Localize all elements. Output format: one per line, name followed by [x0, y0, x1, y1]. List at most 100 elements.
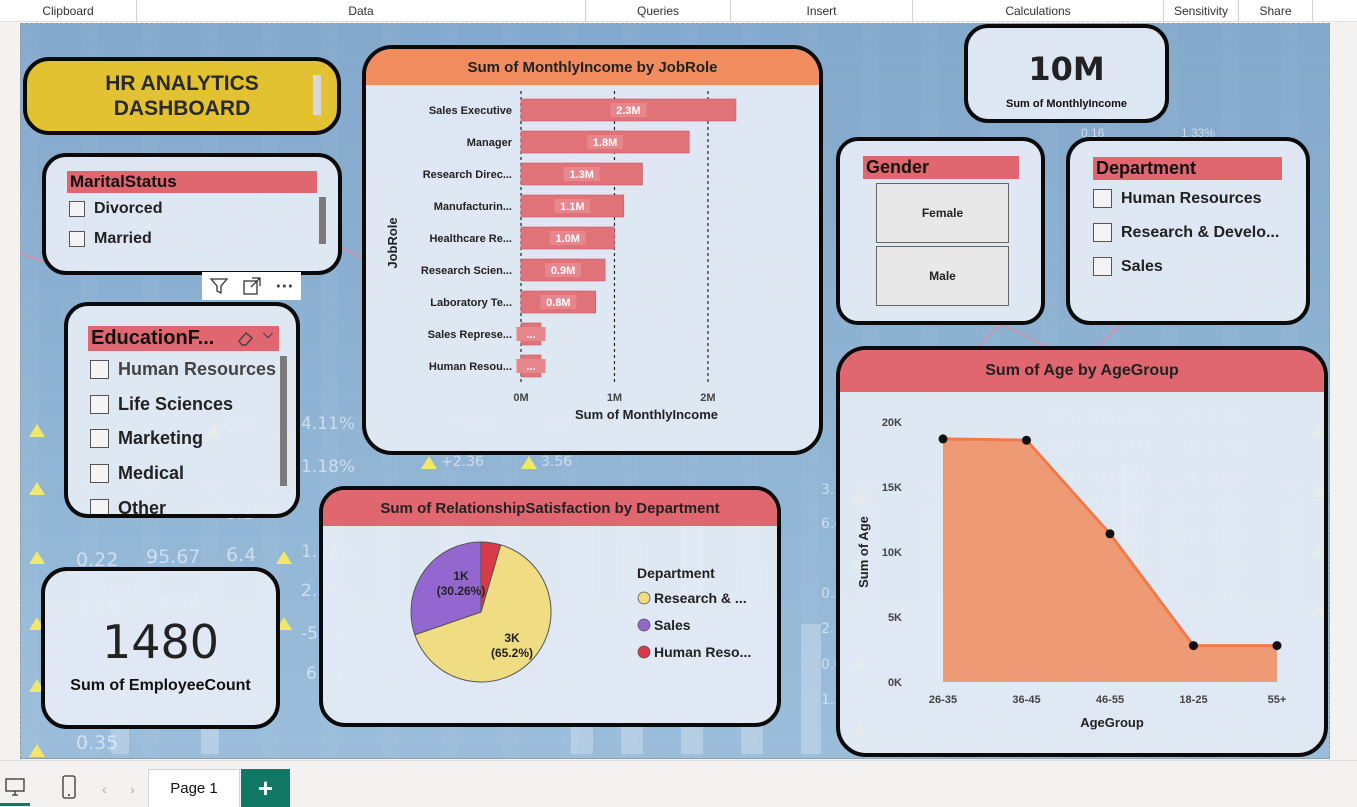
checkbox[interactable] — [1093, 223, 1112, 242]
x-tick-label: 18-25 — [1179, 694, 1207, 706]
slicer-tile-male[interactable]: Male — [876, 246, 1009, 306]
employee-count-card: 1480 Sum of EmployeeCount — [41, 567, 280, 729]
visual-header-toolbar: ⋯ — [202, 272, 301, 300]
filter-icon[interactable] — [209, 276, 229, 296]
mobile-view-icon[interactable] — [61, 774, 77, 800]
slicer-item-other[interactable]: Other — [90, 498, 166, 514]
checkbox[interactable] — [1093, 189, 1112, 208]
checkbox[interactable] — [90, 499, 109, 514]
slicer-item-label: Human Resources — [118, 359, 277, 379]
checkbox[interactable] — [69, 231, 85, 247]
tab-page-1[interactable]: Page 1 — [148, 769, 240, 807]
checkbox[interactable] — [69, 201, 85, 217]
ribbon-group-share[interactable]: Share — [1239, 0, 1313, 22]
data-label-bg — [540, 295, 577, 309]
data-point — [938, 434, 948, 444]
x-tick-label: 1M — [607, 392, 622, 404]
ribbon-group-clipboard[interactable]: Clipboard — [0, 0, 137, 22]
data-point — [1022, 435, 1031, 445]
slicer-item-medical[interactable]: Medical — [90, 463, 184, 484]
data-label: 0.9M — [551, 265, 575, 277]
chevron-down-icon[interactable]: ⌵ — [263, 326, 273, 341]
checkbox[interactable] — [1093, 257, 1112, 276]
legend-item: Human Reso... — [654, 644, 751, 660]
y-tick-label: Sales Executive — [429, 105, 512, 117]
y-tick-label: 10K — [882, 547, 902, 559]
up-arrow-icon — [276, 617, 292, 630]
chart-title-text: Sum of RelationshipSatisfaction by Depar… — [380, 499, 720, 517]
previous-page-icon[interactable]: ‹ — [102, 781, 107, 797]
y-tick-label: Manufacturin... — [434, 201, 512, 213]
slicer-item-sales[interactable]: Sales — [1093, 257, 1163, 276]
area-fill — [943, 438, 1277, 682]
checkbox[interactable] — [90, 360, 109, 379]
ribbon-label: Data — [348, 4, 374, 18]
y-tick-label: Sales Represe... — [428, 329, 512, 341]
title-scroll-thumb — [313, 75, 321, 115]
ribbon-group-calculations[interactable]: Calculations — [913, 0, 1164, 22]
y-tick-label: 20K — [882, 417, 902, 429]
kpi-label: Sum of MonthlyIncome — [1006, 98, 1127, 110]
data-label: 1.3M — [570, 169, 594, 181]
slicer-header: EducationF... ⌵ — [88, 326, 279, 351]
slice-value-label: 1K — [453, 569, 469, 583]
x-tick-label: 55+ — [1268, 694, 1287, 706]
slice-percent-label: (65.2%) — [491, 646, 533, 660]
marital-status-slicer: MaritalStatus Divorced Married — [42, 153, 342, 275]
x-tick-label: 26-35 — [929, 694, 957, 706]
x-tick-label: 46-55 — [1096, 694, 1124, 706]
slicer-item-divorced[interactable]: Divorced — [69, 200, 162, 218]
relationship-by-department-chart: Sum of RelationshipSatisfaction by Depar… — [319, 486, 781, 727]
slicer-header: Gender — [863, 156, 1019, 179]
more-options-icon[interactable]: ⋯ — [275, 275, 295, 296]
checkbox[interactable] — [90, 464, 109, 483]
bar-chart-plot: 0M 1M 2M Sales Executive 2.3M Manager 1.8M Rese… — [385, 91, 737, 422]
focus-mode-icon[interactable] — [242, 276, 262, 296]
chart-title-text: Sum of MonthlyIncome by JobRole — [467, 58, 718, 76]
ribbon-label: Share — [1259, 4, 1292, 18]
page-tabs-bar: ‹ › Page 1 + — [0, 760, 1357, 807]
data-label: 0.8M — [546, 297, 570, 309]
x-axis-title: Sum of MonthlyIncome — [575, 407, 718, 422]
background-number: +2.36 — [441, 454, 484, 470]
slicer-scrollbar[interactable] — [319, 197, 326, 244]
legend-swatch — [637, 618, 651, 632]
slicer-item-married[interactable]: Married — [69, 230, 152, 248]
ribbon-group-queries[interactable]: Queries — [586, 0, 731, 22]
slicer-item-human-resources[interactable]: Human Resources — [1093, 189, 1262, 208]
slicer-item-label: Life Sciences — [118, 394, 234, 414]
slicer-header: MaritalStatus — [67, 171, 317, 193]
next-page-icon[interactable]: › — [130, 781, 135, 797]
add-page-button[interactable]: + — [241, 769, 290, 807]
legend-title: Department — [637, 565, 715, 581]
slicer-item-label: Married — [94, 230, 152, 247]
slicer-item-research-development[interactable]: Research & Develo... — [1093, 223, 1279, 242]
education-field-selection-outline — [62, 300, 302, 532]
slicer-title: Department — [1096, 158, 1197, 178]
slicer-tile-female[interactable]: Female — [876, 183, 1009, 243]
ribbon-group-sensitivity[interactable]: Sensitivity — [1164, 0, 1239, 22]
checkbox[interactable] — [90, 395, 109, 414]
ribbon: Clipboard Data Queries Insert Calculatio… — [0, 0, 1357, 22]
chart-title: Sum of RelationshipSatisfaction by Depar… — [323, 490, 777, 526]
slicer-item-label: Research & Develo... — [1121, 223, 1280, 241]
checkbox[interactable] — [90, 429, 109, 448]
ribbon-group-data[interactable]: Data — [137, 0, 586, 22]
slicer-item-life-sciences[interactable]: Life Sciences — [90, 394, 233, 415]
data-label-bg — [563, 167, 600, 181]
income-by-jobrole-chart: Sum of MonthlyIncome by JobRole 0M 1M 2M Sa… — [362, 45, 823, 455]
desktop-view-icon[interactable] — [4, 777, 26, 797]
ribbon-group-insert[interactable]: Insert — [731, 0, 913, 22]
legend-swatch — [637, 645, 651, 659]
pie-slice — [414, 544, 552, 683]
dashboard-title-card: HR ANALYTICS DASHBOARD — [23, 57, 341, 135]
slicer-item-marketing[interactable]: Marketing — [90, 428, 203, 449]
background-number: 0.35 — [76, 732, 119, 754]
slicer-title: Gender — [866, 157, 930, 177]
slicer-item-human-resources[interactable]: Human Resources — [90, 359, 276, 380]
eraser-icon[interactable] — [236, 329, 256, 347]
data-label: 1.1M — [560, 201, 584, 213]
slicer-item-label: Divorced — [94, 200, 163, 217]
dashboard-title-line1: HR ANALYTICS — [105, 72, 259, 95]
slicer-scrollbar[interactable] — [280, 356, 287, 486]
